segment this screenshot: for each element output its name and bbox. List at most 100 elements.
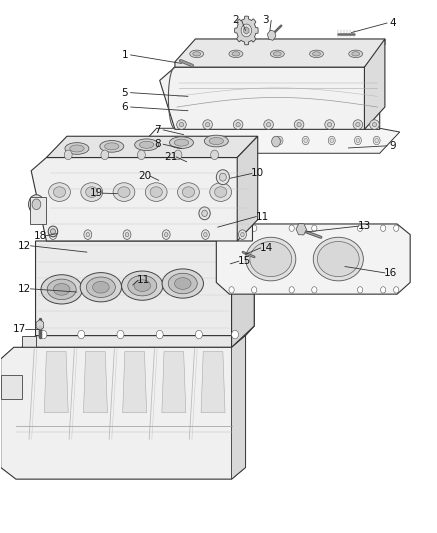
Circle shape bbox=[157, 136, 164, 145]
Ellipse shape bbox=[182, 187, 194, 197]
Circle shape bbox=[78, 330, 85, 339]
Circle shape bbox=[241, 232, 244, 237]
Circle shape bbox=[252, 139, 255, 143]
Ellipse shape bbox=[317, 241, 359, 277]
Polygon shape bbox=[46, 136, 258, 158]
Text: 11: 11 bbox=[137, 276, 150, 285]
Circle shape bbox=[164, 232, 168, 237]
Polygon shape bbox=[123, 352, 147, 413]
Circle shape bbox=[304, 139, 307, 143]
Ellipse shape bbox=[229, 50, 243, 58]
Circle shape bbox=[195, 330, 202, 339]
Polygon shape bbox=[44, 352, 68, 413]
Circle shape bbox=[125, 232, 129, 237]
Circle shape bbox=[224, 136, 231, 145]
Ellipse shape bbox=[313, 237, 363, 281]
Circle shape bbox=[356, 139, 360, 143]
Polygon shape bbox=[83, 352, 108, 413]
Polygon shape bbox=[237, 136, 258, 241]
Text: 1: 1 bbox=[121, 50, 128, 60]
Text: 14: 14 bbox=[260, 243, 273, 253]
Ellipse shape bbox=[162, 269, 204, 298]
Circle shape bbox=[289, 225, 294, 231]
Circle shape bbox=[201, 230, 209, 239]
Ellipse shape bbox=[271, 50, 284, 58]
Polygon shape bbox=[137, 128, 400, 154]
Circle shape bbox=[199, 139, 203, 143]
Text: 15: 15 bbox=[238, 256, 251, 266]
Circle shape bbox=[204, 232, 207, 237]
Ellipse shape bbox=[100, 141, 124, 152]
Ellipse shape bbox=[86, 187, 98, 197]
Circle shape bbox=[86, 232, 90, 237]
Ellipse shape bbox=[65, 143, 89, 155]
Circle shape bbox=[32, 199, 41, 209]
Text: 6: 6 bbox=[121, 102, 128, 112]
Circle shape bbox=[138, 150, 146, 160]
Ellipse shape bbox=[47, 279, 76, 300]
Ellipse shape bbox=[179, 123, 184, 127]
Circle shape bbox=[49, 230, 57, 239]
Ellipse shape bbox=[352, 52, 360, 56]
Circle shape bbox=[373, 136, 380, 145]
Circle shape bbox=[225, 139, 229, 143]
Text: 17: 17 bbox=[13, 324, 26, 334]
Ellipse shape bbox=[232, 52, 240, 56]
Ellipse shape bbox=[170, 137, 194, 149]
Ellipse shape bbox=[81, 183, 103, 201]
Polygon shape bbox=[232, 336, 246, 479]
Ellipse shape bbox=[215, 187, 227, 197]
Ellipse shape bbox=[121, 271, 163, 300]
Circle shape bbox=[357, 225, 363, 231]
Ellipse shape bbox=[309, 50, 323, 58]
Polygon shape bbox=[162, 352, 186, 413]
Ellipse shape bbox=[246, 237, 296, 281]
Text: 19: 19 bbox=[90, 188, 103, 198]
Polygon shape bbox=[21, 336, 246, 348]
Ellipse shape bbox=[353, 120, 363, 130]
Ellipse shape bbox=[128, 276, 157, 296]
Circle shape bbox=[252, 225, 257, 231]
Polygon shape bbox=[31, 158, 253, 241]
Ellipse shape bbox=[199, 207, 210, 220]
Ellipse shape bbox=[49, 183, 70, 201]
Circle shape bbox=[375, 139, 378, 143]
Ellipse shape bbox=[203, 120, 212, 130]
Ellipse shape bbox=[274, 52, 281, 56]
Ellipse shape bbox=[174, 278, 191, 289]
Ellipse shape bbox=[134, 280, 150, 292]
Circle shape bbox=[174, 150, 182, 160]
Ellipse shape bbox=[210, 183, 232, 201]
Circle shape bbox=[312, 287, 317, 293]
Polygon shape bbox=[35, 241, 254, 336]
Ellipse shape bbox=[193, 52, 201, 56]
Polygon shape bbox=[1, 336, 246, 479]
Ellipse shape bbox=[325, 120, 334, 130]
Text: 5: 5 bbox=[121, 87, 128, 98]
Ellipse shape bbox=[294, 120, 304, 130]
Circle shape bbox=[159, 139, 163, 143]
Ellipse shape bbox=[104, 143, 119, 150]
Ellipse shape bbox=[216, 169, 229, 184]
Ellipse shape bbox=[93, 281, 109, 293]
Polygon shape bbox=[232, 245, 254, 348]
Circle shape bbox=[276, 136, 283, 145]
Ellipse shape bbox=[356, 123, 360, 127]
Ellipse shape bbox=[177, 120, 186, 130]
Circle shape bbox=[252, 287, 257, 293]
Ellipse shape bbox=[250, 241, 291, 277]
Text: 9: 9 bbox=[389, 141, 396, 151]
Circle shape bbox=[250, 136, 257, 145]
Circle shape bbox=[176, 136, 183, 145]
Ellipse shape bbox=[202, 210, 208, 216]
Circle shape bbox=[239, 230, 246, 239]
Text: 12: 12 bbox=[18, 241, 31, 251]
Circle shape bbox=[84, 230, 92, 239]
Text: 4: 4 bbox=[389, 18, 396, 28]
Polygon shape bbox=[244, 27, 249, 34]
Polygon shape bbox=[175, 39, 385, 67]
Circle shape bbox=[381, 287, 386, 293]
Circle shape bbox=[302, 136, 309, 145]
Circle shape bbox=[357, 287, 363, 293]
Text: 2: 2 bbox=[232, 15, 239, 26]
